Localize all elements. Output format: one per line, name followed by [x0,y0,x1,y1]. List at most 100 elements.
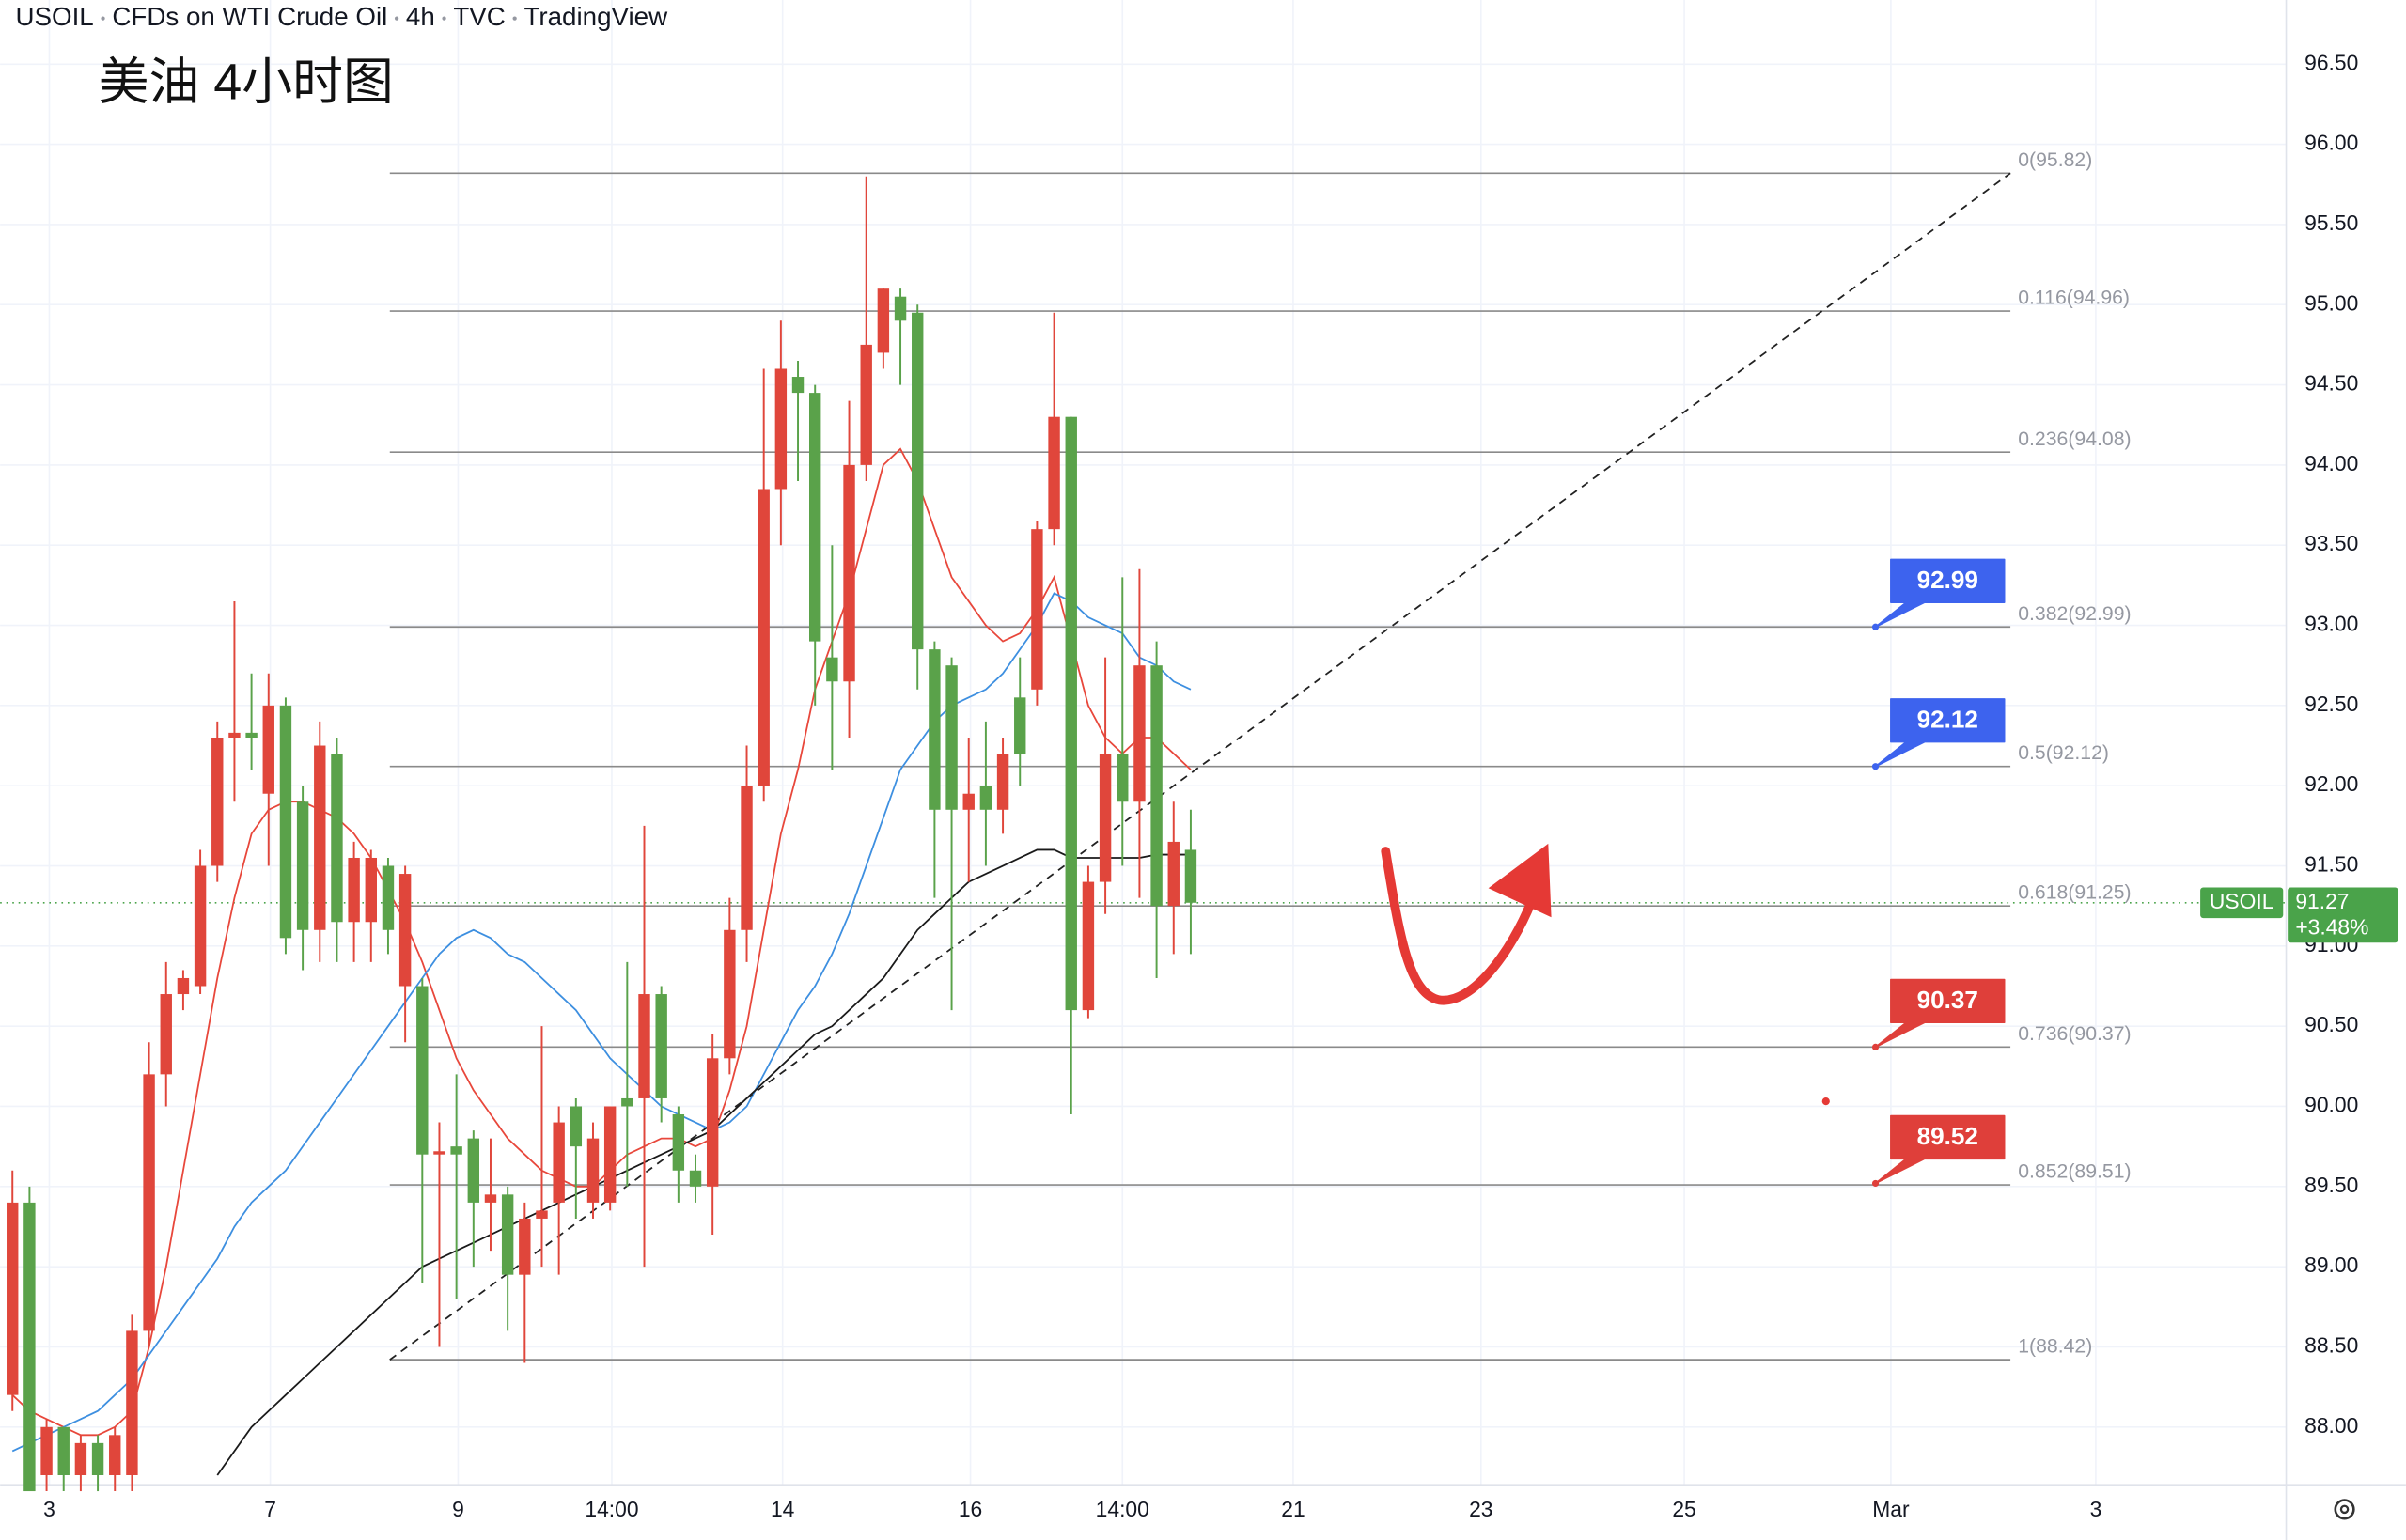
x-tick-label: 23 [1469,1497,1492,1521]
candle-body [382,865,395,930]
callout-label: 90.37 [1917,986,1978,1014]
candle-body [7,1202,19,1395]
header-item: TVC [453,2,506,31]
last-price-label: 91.27 [2295,889,2349,913]
candle-body [843,464,855,682]
candle-body [126,1330,138,1475]
candle-body [774,368,788,490]
x-tick-label: 14:00 [585,1497,638,1521]
candle-body [586,1138,600,1203]
candle-body [296,801,309,930]
y-tick-label: 88.00 [2304,1413,2358,1438]
y-tick-label: 88.50 [2304,1333,2358,1358]
candle-body [706,1058,719,1187]
y-tick-label: 92.00 [2304,771,2358,796]
candle-body [74,1442,87,1475]
candle-body [160,994,172,1075]
fib-label: 0.736(90.37) [2018,1023,2131,1045]
candle-body [621,1097,633,1107]
candle-body [808,393,821,642]
header-item: 4h [406,2,435,31]
y-tick-label: 93.00 [2304,612,2358,636]
candle-body [655,994,667,1098]
y-tick-label: 96.00 [2304,131,2358,155]
candle-body [23,1202,36,1492]
settings-icon[interactable] [2334,1499,2355,1520]
symbol-tag [2200,887,2284,919]
y-tick-label: 94.50 [2304,371,2358,396]
y-tick-label: 90.50 [2304,1012,2358,1036]
y-tick-label: 91.50 [2304,852,2358,877]
x-tick-label: 14:00 [1096,1497,1149,1521]
x-tick-label: 14 [771,1497,795,1521]
x-tick-label: 9 [452,1497,464,1521]
x-tick-label: 21 [1281,1497,1305,1521]
candle-body [570,1106,583,1147]
candle-body [416,986,429,1155]
callout-box [1874,698,2006,768]
header-separator [394,16,399,21]
candle-body [177,977,190,995]
candle-body [331,754,343,923]
y-tick-label: 89.50 [2304,1173,2358,1197]
candle-body [484,1194,497,1203]
candle-body [603,1106,617,1203]
candle-body [365,857,377,923]
candle-body [758,489,770,786]
y-tick-label: 96.50 [2304,50,2358,74]
candle-body [996,754,1009,810]
candle-body [1065,416,1077,1011]
moving-average [11,447,1192,1437]
candle-body [689,1170,702,1187]
candle-body [826,657,838,682]
candle-body [450,1146,462,1155]
candle-body [1184,849,1197,903]
y-tick-label: 92.50 [2304,692,2358,716]
callout-label: 92.99 [1917,566,1978,594]
moving-average [11,592,1192,1453]
candle-body [228,732,241,738]
candle-body [1167,841,1180,907]
chart-title: 美油 4小时图 [99,54,394,111]
candle-body [724,929,736,1059]
candle-body [1099,754,1112,882]
candle-body [245,732,258,738]
arrow-annotation [1381,847,1537,1005]
candle-body [912,312,924,650]
header-separator [512,16,517,21]
y-tick-label: 89.00 [2304,1252,2358,1277]
candle-body [433,1151,445,1155]
last-price-tag [2288,887,2398,943]
fib-label: 0(95.82) [2018,149,2092,171]
y-tick-label: 95.00 [2304,290,2358,315]
candle-body [398,874,412,987]
candle-body [194,865,207,987]
candle-body [279,705,292,939]
x-tick-label: 25 [1672,1497,1695,1521]
arrow-head [1488,843,1552,918]
header-separator [101,16,105,21]
callout-label: 92.12 [1917,705,1978,733]
fib-label: 0.852(89.51) [2018,1161,2131,1183]
candle-body [877,288,890,353]
y-tick-label: 90.00 [2304,1093,2358,1117]
candle-body [894,296,907,321]
candle-body [536,1210,548,1219]
y-tick-label: 93.50 [2304,531,2358,555]
header-separator [442,16,446,21]
candle-body [109,1435,121,1475]
candle-body [1117,754,1129,802]
candle-body [1031,529,1043,690]
candle-body [741,786,753,930]
candle-body [1048,416,1060,530]
callout-box [1874,978,2006,1049]
candle-body [1082,881,1095,1011]
fib-label: 0.382(92.99) [2018,603,2131,625]
moving-average [216,848,1191,1476]
candle-body [467,1138,480,1203]
candle-body [979,786,992,810]
candle-body [962,793,975,810]
candle-body [519,1218,531,1275]
trend-line [389,172,2011,1361]
candle-body [211,737,224,866]
